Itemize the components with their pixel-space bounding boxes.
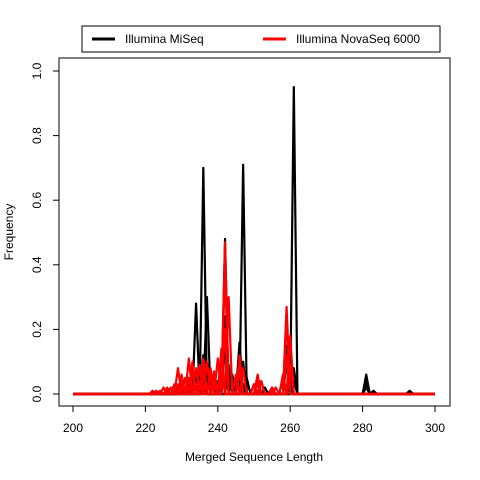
x-tick-label: 280 (353, 421, 373, 435)
y-tick-label: 0.6 (30, 192, 44, 209)
x-tick-label: 200 (63, 421, 83, 435)
y-axis-title: Frequency (2, 204, 16, 261)
legend-box (81, 25, 441, 53)
series-line (73, 328, 435, 396)
y-tick-label: 0.2 (30, 321, 44, 338)
series-line (73, 237, 435, 396)
series-line (73, 347, 435, 396)
series-line (73, 86, 435, 396)
series-line (73, 263, 435, 396)
series-line (73, 241, 435, 396)
legend-label-miseq: Illumina MiSeq (125, 32, 204, 46)
series-lines (73, 86, 435, 396)
y-tick-label: 0.4 (30, 256, 44, 273)
y-tick-label: 0.8 (30, 127, 44, 144)
legend-label-novaseq: Illumina NovaSeq 6000 (296, 32, 420, 46)
series-line (73, 315, 435, 396)
plot-frame (58, 57, 451, 407)
x-tick-label: 260 (280, 421, 300, 435)
x-tick-label: 300 (425, 421, 445, 435)
x-axis: 200 220 240 260 280 300 (63, 405, 445, 435)
x-tick-label: 240 (208, 421, 228, 435)
y-axis: 0.0 0.2 0.4 0.6 0.8 1.0 (30, 62, 60, 402)
x-tick-label: 220 (135, 421, 155, 435)
x-axis-title: Merged Sequence Length (185, 450, 323, 464)
y-tick-label: 0.0 (30, 385, 44, 402)
y-tick-label: 1.0 (30, 62, 44, 79)
series-line (73, 296, 435, 396)
legend: Illumina MiSeq Illumina NovaSeq 6000 (81, 25, 441, 53)
